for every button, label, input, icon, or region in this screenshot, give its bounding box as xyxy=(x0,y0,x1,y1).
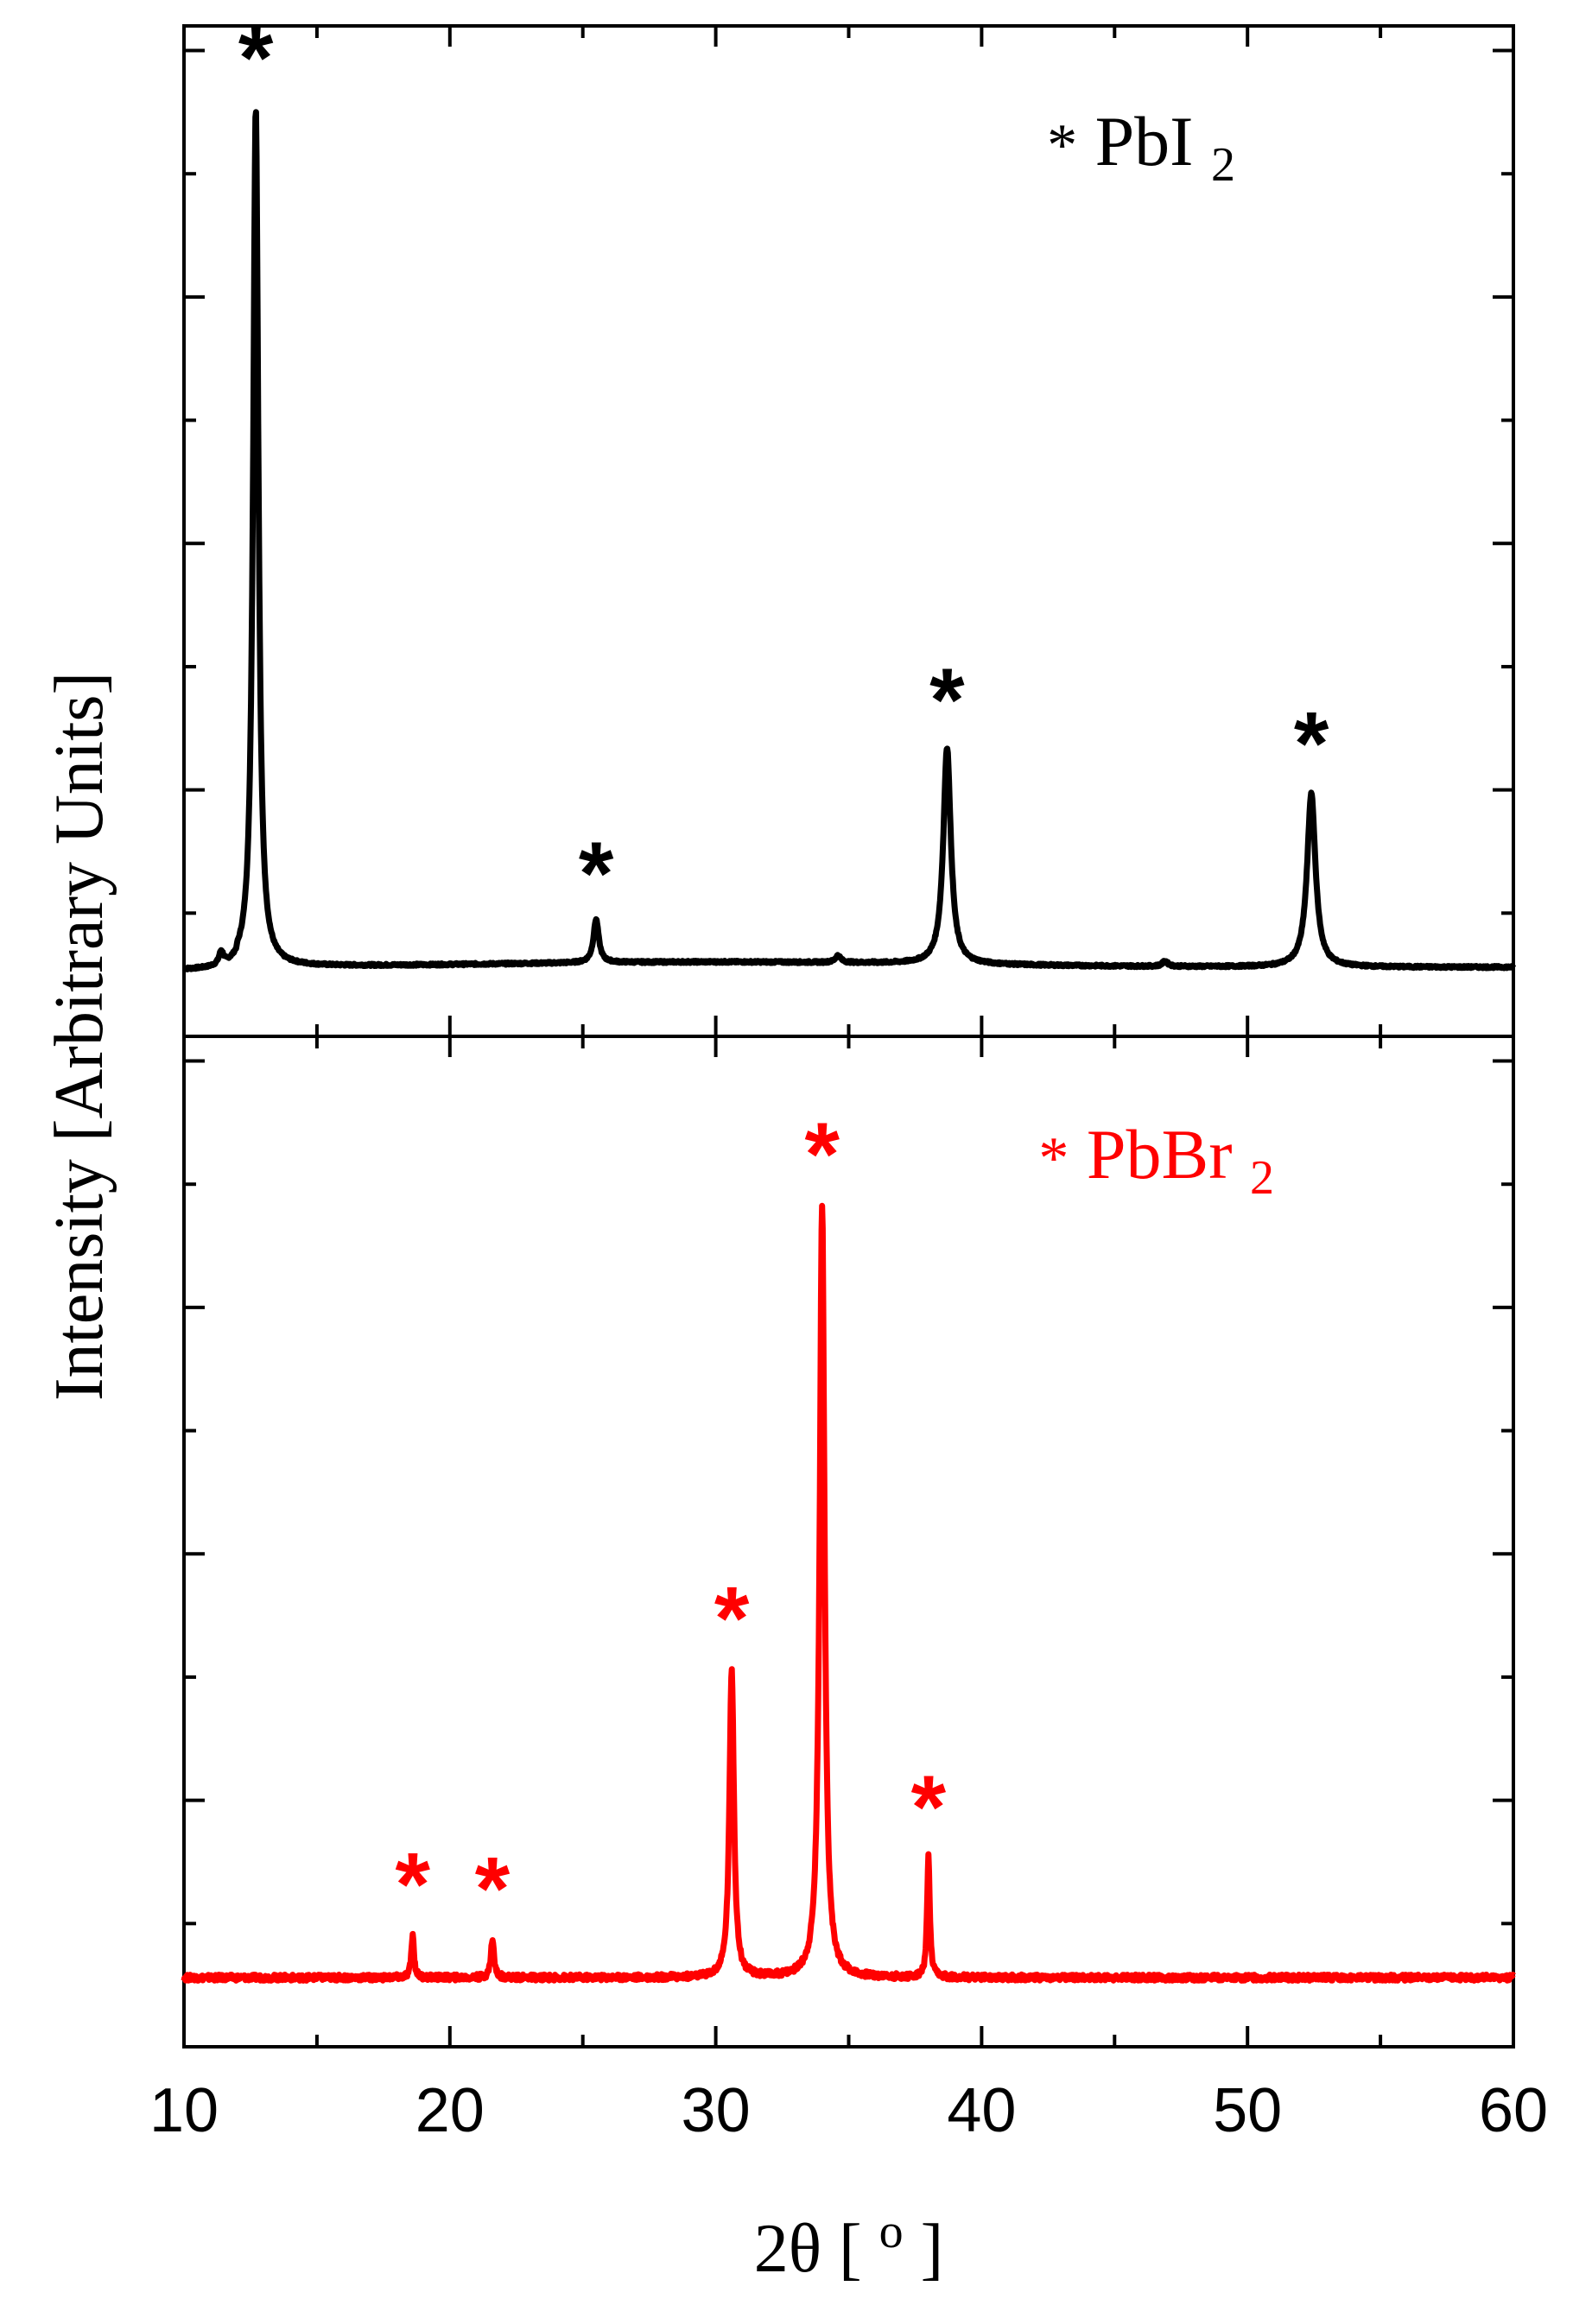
x-axis-title-main: 2θ [ xyxy=(754,2211,862,2287)
bottom-peak-star-3: * xyxy=(804,1105,840,1205)
y-axis-title: Intensity [Arbitrary Units] xyxy=(41,672,117,1401)
x-tick-label-50: 50 xyxy=(1213,2076,1282,2145)
x-tick-label-60: 60 xyxy=(1479,2076,1548,2145)
x-axis-title-superscript: o xyxy=(879,2205,904,2258)
bottom-peak-star-4: * xyxy=(911,1757,947,1858)
pbi2-legend-marker: * xyxy=(1047,112,1077,179)
top-peak-star-2: * xyxy=(929,650,965,750)
bottom-peak-star-1: * xyxy=(475,1840,511,1940)
x-tick-labels: 10 20 30 40 50 60 xyxy=(149,2076,1548,2145)
x-tick-label-10: 10 xyxy=(149,2076,219,2145)
pbi2-xrd-curve xyxy=(181,109,1517,972)
x-tick-label-20: 20 xyxy=(415,2076,485,2145)
pbbr2-legend-subscript: 2 xyxy=(1250,1151,1274,1205)
pbbr2-legend: * PbBr 2 xyxy=(1038,1115,1274,1205)
x-tick-label-40: 40 xyxy=(947,2076,1016,2145)
pbi2-legend: * PbI 2 xyxy=(1047,102,1235,192)
pbbr2-legend-label: PbBr xyxy=(1087,1115,1233,1194)
pbbr2-xrd-curve xyxy=(181,1202,1516,1984)
pbbr2-peak-markers: * * * * * xyxy=(395,1105,946,1940)
x-axis-title: 2θ [ o ] xyxy=(754,2187,944,2287)
top-panel-ticks xyxy=(182,26,1515,1036)
bottom-peak-star-2: * xyxy=(714,1568,750,1669)
bottom-peak-star-0: * xyxy=(395,1835,430,1935)
top-peak-star-1: * xyxy=(579,824,614,924)
top-peak-star-0: * xyxy=(238,8,274,108)
pbi2-legend-subscript: 2 xyxy=(1211,138,1235,192)
pbi2-peak-markers: * * * * xyxy=(238,8,1329,924)
pbbr2-legend-marker: * xyxy=(1038,1125,1069,1192)
bottom-panel-ticks xyxy=(182,1036,1515,2047)
top-panel-pbi2: * * * * * PbI 2 xyxy=(181,8,1517,1038)
x-axis-title-close: ] xyxy=(921,2211,944,2287)
bottom-panel-pbbr2: * * * * * * PbBr 2 xyxy=(181,1035,1516,2049)
top-peak-star-3: * xyxy=(1294,693,1329,794)
bottom-panel-frame xyxy=(182,1035,1515,2049)
x-tick-label-30: 30 xyxy=(682,2076,751,2145)
pbi2-legend-label: PbI xyxy=(1095,102,1194,180)
